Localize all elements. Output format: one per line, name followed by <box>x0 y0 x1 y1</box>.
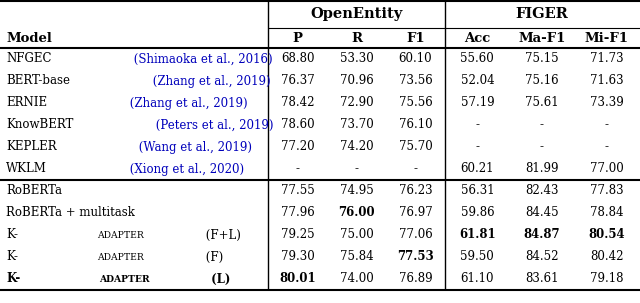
Text: (Zhang et al., 2019): (Zhang et al., 2019) <box>148 75 270 88</box>
Text: K-: K- <box>6 251 18 264</box>
Text: 53.30: 53.30 <box>340 52 373 65</box>
Text: 57.19: 57.19 <box>461 96 494 109</box>
Text: 77.06: 77.06 <box>399 228 433 241</box>
Text: 70.96: 70.96 <box>340 75 373 88</box>
Text: 78.84: 78.84 <box>590 207 623 219</box>
Text: 52.04: 52.04 <box>461 75 494 88</box>
Text: 84.52: 84.52 <box>525 251 559 264</box>
Text: 71.63: 71.63 <box>590 75 623 88</box>
Text: Acc: Acc <box>464 32 490 45</box>
Text: 60.21: 60.21 <box>461 162 494 175</box>
Text: -: - <box>476 141 479 154</box>
Text: F1: F1 <box>406 32 425 45</box>
Text: ERNIE: ERNIE <box>6 96 47 109</box>
Text: 75.56: 75.56 <box>399 96 433 109</box>
Text: 84.45: 84.45 <box>525 207 559 219</box>
Text: 75.16: 75.16 <box>525 75 559 88</box>
Text: 76.10: 76.10 <box>399 118 432 132</box>
Text: -: - <box>540 118 544 132</box>
Text: -: - <box>355 162 358 175</box>
Text: 73.39: 73.39 <box>590 96 623 109</box>
Text: R: R <box>351 32 362 45</box>
Text: Model: Model <box>6 32 52 45</box>
Text: 75.00: 75.00 <box>340 228 373 241</box>
Text: 83.61: 83.61 <box>525 272 559 285</box>
Text: 76.89: 76.89 <box>399 272 432 285</box>
Text: -: - <box>605 118 609 132</box>
Text: (F): (F) <box>202 251 223 264</box>
Text: ADAPTER: ADAPTER <box>97 231 143 239</box>
Text: (Shimaoka et al., 2016): (Shimaoka et al., 2016) <box>130 52 273 65</box>
Text: 76.00: 76.00 <box>338 207 375 219</box>
Text: 74.95: 74.95 <box>340 185 373 198</box>
Text: KnowBERT: KnowBERT <box>6 118 74 132</box>
Text: OpenEntity: OpenEntity <box>310 7 403 21</box>
Text: 61.10: 61.10 <box>461 272 494 285</box>
Text: 77.96: 77.96 <box>280 207 314 219</box>
Text: 61.81: 61.81 <box>459 228 495 241</box>
Text: 59.50: 59.50 <box>460 251 494 264</box>
Text: BERT-base: BERT-base <box>6 75 70 88</box>
Text: 73.70: 73.70 <box>340 118 373 132</box>
Text: 74.20: 74.20 <box>340 141 373 154</box>
Text: ADAPTER: ADAPTER <box>99 275 150 284</box>
Text: -: - <box>296 162 300 175</box>
Text: (F+L): (F+L) <box>202 228 241 241</box>
Text: 77.53: 77.53 <box>397 251 434 264</box>
Text: 77.83: 77.83 <box>590 185 623 198</box>
Text: 75.84: 75.84 <box>340 251 373 264</box>
Text: 80.01: 80.01 <box>279 272 316 285</box>
Text: 75.15: 75.15 <box>525 52 559 65</box>
Text: 82.43: 82.43 <box>525 185 559 198</box>
Text: K-: K- <box>6 272 20 285</box>
Text: 74.00: 74.00 <box>340 272 373 285</box>
Text: 81.99: 81.99 <box>525 162 559 175</box>
Text: 68.80: 68.80 <box>281 52 314 65</box>
Text: 75.61: 75.61 <box>525 96 559 109</box>
Text: (Peters et al., 2019): (Peters et al., 2019) <box>152 118 273 132</box>
Text: 78.42: 78.42 <box>281 96 314 109</box>
Text: 79.18: 79.18 <box>590 272 623 285</box>
Text: 71.73: 71.73 <box>590 52 623 65</box>
Text: P: P <box>292 32 303 45</box>
Text: -: - <box>540 141 544 154</box>
Text: KEPLER: KEPLER <box>6 141 56 154</box>
Text: 59.86: 59.86 <box>461 207 494 219</box>
Text: 79.30: 79.30 <box>280 251 314 264</box>
Text: WKLM: WKLM <box>6 162 47 175</box>
Text: 84.87: 84.87 <box>524 228 560 241</box>
Text: 60.10: 60.10 <box>399 52 432 65</box>
Text: 80.42: 80.42 <box>590 251 623 264</box>
Text: 77.00: 77.00 <box>590 162 623 175</box>
Text: Ma-F1: Ma-F1 <box>518 32 566 45</box>
Text: (Zhang et al., 2019): (Zhang et al., 2019) <box>126 96 248 109</box>
Text: RoBERTa + multitask: RoBERTa + multitask <box>6 207 135 219</box>
Text: 78.60: 78.60 <box>281 118 314 132</box>
Text: FIGER: FIGER <box>516 7 568 21</box>
Text: -: - <box>413 162 417 175</box>
Text: -: - <box>605 141 609 154</box>
Text: 55.60: 55.60 <box>460 52 494 65</box>
Text: 79.25: 79.25 <box>281 228 314 241</box>
Text: NFGEC: NFGEC <box>6 52 51 65</box>
Text: K-: K- <box>6 228 18 241</box>
Text: 75.70: 75.70 <box>399 141 433 154</box>
Text: Mi-F1: Mi-F1 <box>585 32 628 45</box>
Text: 56.31: 56.31 <box>461 185 494 198</box>
Text: 80.54: 80.54 <box>588 228 625 241</box>
Text: (L): (L) <box>207 272 230 285</box>
Text: 76.37: 76.37 <box>280 75 314 88</box>
Text: 72.90: 72.90 <box>340 96 373 109</box>
Text: 77.55: 77.55 <box>280 185 314 198</box>
Text: 77.20: 77.20 <box>281 141 314 154</box>
Text: RoBERTa: RoBERTa <box>6 185 62 198</box>
Text: 76.97: 76.97 <box>399 207 433 219</box>
Text: ADAPTER: ADAPTER <box>97 252 143 261</box>
Text: 76.23: 76.23 <box>399 185 432 198</box>
Text: -: - <box>476 118 479 132</box>
Text: (Wang et al., 2019): (Wang et al., 2019) <box>135 141 252 154</box>
Text: (Xiong et al., 2020): (Xiong et al., 2020) <box>125 162 244 175</box>
Text: 73.56: 73.56 <box>399 75 433 88</box>
